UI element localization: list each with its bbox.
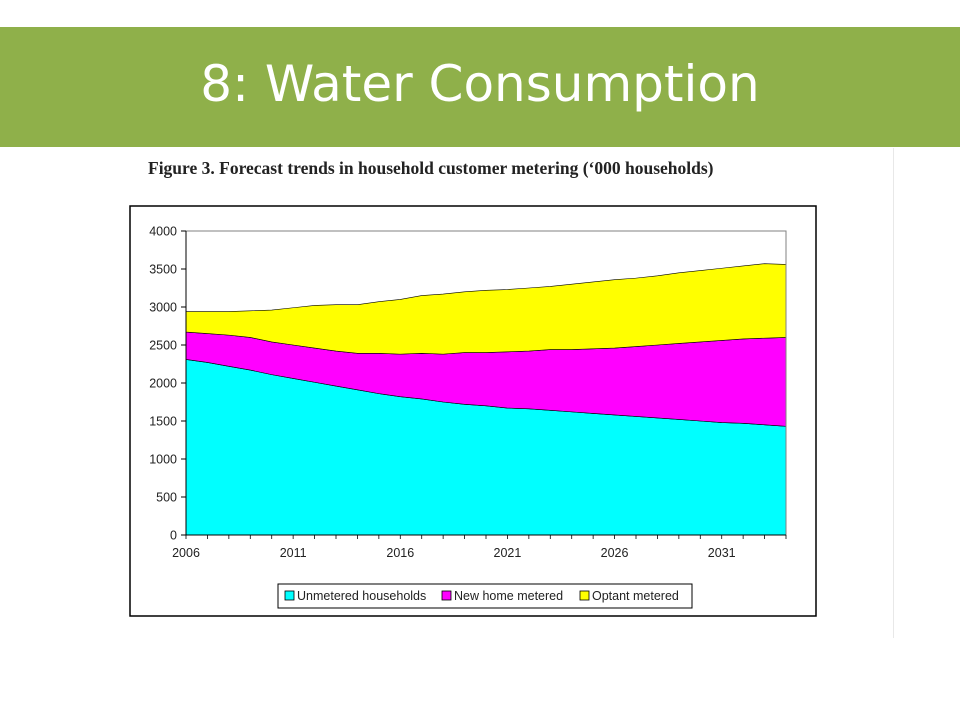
- y-tick-label: 1000: [149, 453, 177, 467]
- area-layer: [185, 263, 787, 536]
- y-tick-label: 4000: [149, 225, 177, 239]
- x-tick-label: 2021: [494, 546, 522, 560]
- x-tick-label: 2011: [280, 546, 307, 560]
- y-tick-label: 1500: [149, 415, 177, 429]
- x-tick-label: 2031: [708, 546, 736, 560]
- legend-label-2: New home metered: [454, 589, 563, 603]
- y-tick-label: 500: [156, 491, 177, 505]
- axes-layer: 4000 3500 3000 2500 2000 1500 1000 500 0 2006 2011…: [149, 225, 787, 560]
- legend-label-1: Unmetered households: [297, 589, 426, 603]
- title-bar: 8: Water Consumption: [0, 27, 960, 147]
- y-tick-label: 2000: [149, 377, 177, 391]
- legend-swatch-2: [441, 590, 452, 601]
- y-tick-label: 3000: [149, 301, 177, 315]
- legend-swatch-3: [579, 590, 590, 601]
- legend-box: [277, 583, 693, 609]
- legend-swatch-1: [284, 590, 295, 601]
- x-tick-label: 2006: [172, 546, 200, 560]
- content-divider: [893, 148, 894, 638]
- legend-label-3: Optant metered: [592, 589, 679, 603]
- slide-title: 8: Water Consumption: [200, 55, 760, 113]
- chart-legend: Unmetered households New home metered Opta…: [277, 583, 693, 609]
- y-tick-label: 3500: [149, 263, 177, 277]
- x-tick-label: 2016: [386, 546, 414, 560]
- figure-caption: Figure 3. Forecast trends in household c…: [148, 158, 714, 178]
- y-tick-label: 2500: [149, 339, 177, 353]
- x-tick-label: 2026: [601, 546, 629, 560]
- y-tick-label: 0: [170, 529, 177, 543]
